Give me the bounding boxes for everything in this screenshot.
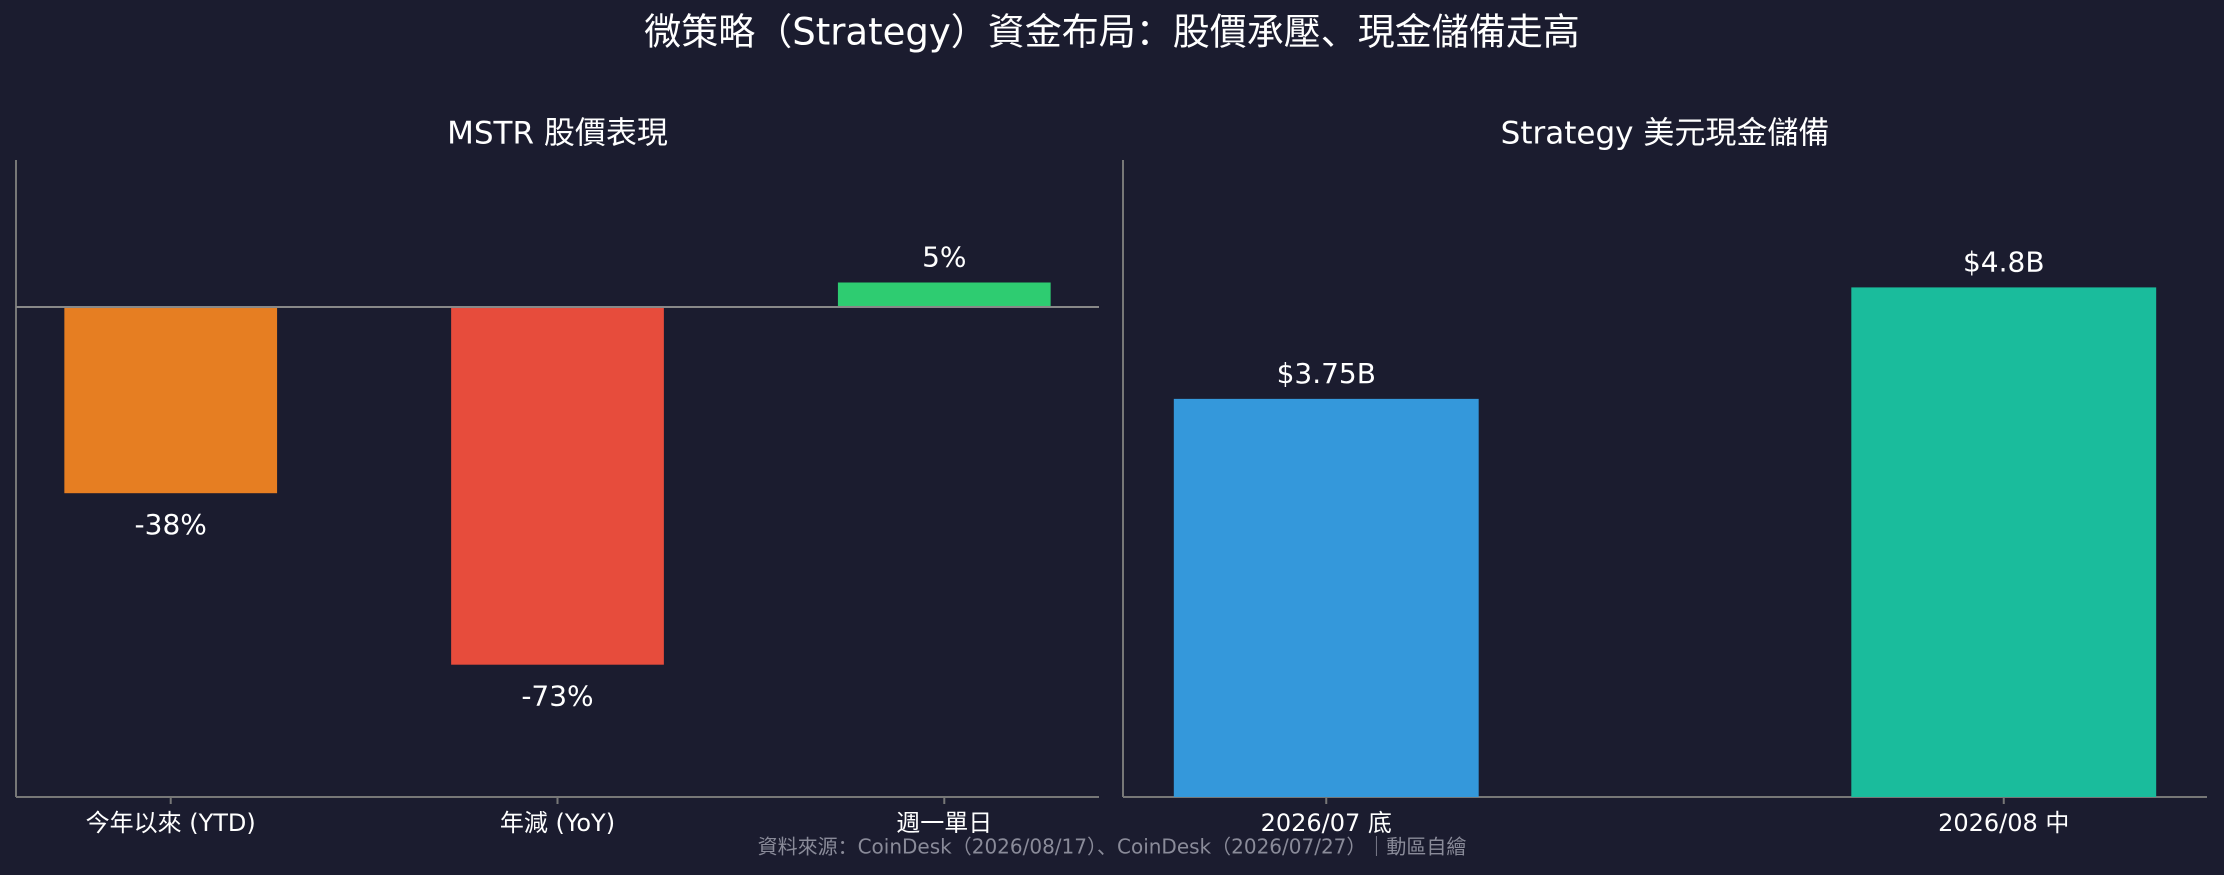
x-tick-label: 今年以來 (YTD) bbox=[86, 809, 256, 837]
x-tick-label: 2026/07 底 bbox=[1261, 809, 1392, 837]
x-tick-label: 週一單日 bbox=[896, 809, 992, 837]
x-tick-label: 年減 (YoY) bbox=[500, 809, 615, 837]
value-label: -38% bbox=[135, 508, 207, 541]
bar bbox=[1851, 287, 2157, 797]
value-label: 5% bbox=[922, 241, 966, 274]
source-note: 資料來源：CoinDesk（2026/08/17）、CoinDesk（2026/… bbox=[758, 835, 1467, 859]
panel-title: MSTR 股價表現 bbox=[447, 116, 668, 152]
bar bbox=[451, 307, 664, 665]
chart-title: 微策略（Strategy）資金布局：股價承壓、現金儲備走高 bbox=[644, 11, 1580, 54]
value-label: $4.8B bbox=[1963, 245, 2045, 278]
value-label: $3.75B bbox=[1277, 357, 1376, 390]
bar bbox=[837, 282, 1051, 307]
x-tick-label: 2026/08 中 bbox=[1938, 809, 2069, 837]
bar bbox=[1173, 398, 1479, 797]
bar bbox=[64, 307, 278, 494]
value-label: -73% bbox=[521, 680, 593, 713]
panel-title: Strategy 美元現金儲備 bbox=[1501, 116, 1830, 152]
